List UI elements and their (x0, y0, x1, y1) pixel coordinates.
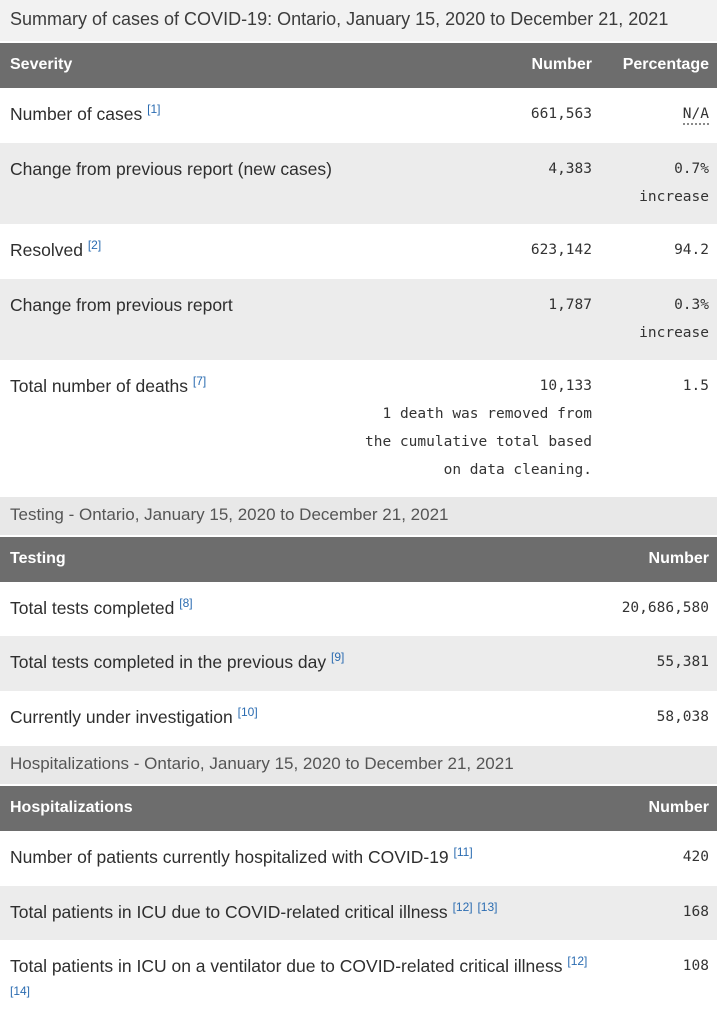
table-row: Number of cases [1] 661,563 N/A (0, 88, 717, 143)
col-header-number: Number (648, 549, 709, 567)
footnote-ref-7[interactable]: [7] (192, 373, 207, 388)
row-label: Change from previous report (0, 279, 345, 360)
hospitalizations-table: Hospitalizations Number Number of patien… (0, 785, 717, 1025)
table-row: Change from previous report 1,787 0.3% inc… (0, 278, 717, 360)
col-header-hospitalizations: Hospitalizations (10, 798, 133, 816)
page-title: Summary of cases of COVID-19: Ontario, J… (0, 0, 717, 41)
table-row: Total tests completed in the previous da… (0, 636, 717, 691)
footnote-ref-14[interactable]: [14] (10, 984, 31, 999)
testing-table-body: Total tests completed [8] 20,686,580 Total… (0, 581, 717, 746)
number-text: 1,787 (548, 296, 592, 313)
number-text: 108 (682, 958, 709, 975)
number-text: 55,381 (656, 654, 709, 671)
row-label-text: Total tests completed (10, 597, 175, 618)
row-label-text: Total number of deaths (10, 375, 189, 396)
footnote-ref-11[interactable]: [11] (453, 844, 473, 859)
footnote-ref-10[interactable]: [10] (237, 705, 258, 720)
table-row: Number of patients currently hospitalize… (0, 830, 717, 886)
table-row: Currently under investigation [10] 58,038 (0, 691, 717, 746)
number-value: 661,563 (345, 88, 600, 143)
severity-table: Severity Number Percentage Number of cas… (0, 43, 717, 497)
row-label: Currently under investigation [10] (0, 691, 600, 746)
hospitalizations-table-header-row: Hospitalizations Number (0, 785, 717, 831)
footnote-ref-8[interactable]: [8] (179, 595, 193, 610)
col-header-percentage: Percentage (622, 56, 709, 73)
percentage-value: 0.7% increase (639, 160, 709, 205)
row-label: Number of cases [1] (0, 88, 345, 143)
testing-table-header-row: Testing Number (0, 536, 717, 582)
row-label: Resolved [2] (0, 224, 345, 279)
number-value: 420 (600, 831, 717, 886)
number-value: 4,383 (345, 143, 600, 224)
table-row: Total tests completed [8] 20,686,580 (0, 581, 717, 637)
row-label-text: Number of patients currently hospitalize… (10, 846, 449, 867)
percentage-value: 94.2 (674, 241, 709, 258)
row-label: Total number of deaths [7] (0, 360, 345, 497)
number-text: 168 (682, 903, 709, 920)
number-text: 4,383 (548, 160, 592, 177)
number-text: 20,686,580 (621, 599, 709, 616)
number-value: 58,038 (600, 691, 717, 746)
number-value: 10,133 1 death was removed from the cumul… (345, 360, 600, 497)
row-label: Total tests completed [8] (0, 582, 600, 637)
percentage-value: 0.3% increase (639, 296, 709, 341)
table-row: Resolved [2] 623,142 94.2 (0, 223, 717, 279)
severity-table-body: Number of cases [1] 661,563 N/A Change from… (0, 88, 717, 497)
row-label: Total tests completed in the previous da… (0, 636, 600, 691)
percentage-value: 1.5 (682, 377, 709, 394)
col-header-number: Number (648, 798, 709, 816)
section-heading-testing: Testing - Ontario, January 15, 2020 to D… (0, 496, 717, 535)
row-label-text: Total patients in ICU on a ventilator du… (10, 956, 563, 977)
number-footnote-text: 1 death was removed from the cumulative … (365, 405, 592, 478)
number-value: 20,686,580 (600, 582, 717, 637)
number-text: 623,142 (530, 241, 592, 258)
row-label-text: Currently under investigation (10, 707, 233, 727)
number-value: 108 (600, 940, 717, 1025)
footnote-ref-9[interactable]: [9] (331, 650, 345, 665)
footnote-ref-13[interactable]: [13] (477, 899, 498, 914)
table-row: Total patients in ICU due to COVID-relat… (0, 885, 717, 941)
number-text: 661,563 (530, 106, 592, 122)
footnote-ref-2[interactable]: [2] (87, 237, 102, 252)
footnote-ref-12[interactable]: [12] (567, 954, 588, 969)
col-header-severity: Severity (10, 56, 73, 73)
row-label-text: Total tests completed in the previous da… (10, 652, 327, 673)
row-label-text: Change from previous report (10, 294, 233, 315)
row-label-text: Resolved (10, 239, 83, 260)
col-header-testing: Testing (10, 549, 66, 567)
footnote-ref-12[interactable]: [12] (452, 899, 473, 914)
footnote-ref-1[interactable]: [1] (147, 102, 161, 117)
table-row: Change from previous report (new cases) 4… (0, 142, 717, 224)
not-applicable-abbr: N/A (682, 106, 709, 125)
table-row: Total number of deaths [7] 10,133 1 death … (0, 359, 717, 497)
percentage-value: N/A (600, 88, 717, 143)
number-text: 58,038 (656, 709, 709, 725)
hospitalizations-table-body: Number of patients currently hospitalize… (0, 830, 717, 1025)
number-value: 623,142 (345, 224, 600, 279)
number-value: 168 (600, 886, 717, 941)
row-label: Change from previous report (new cases) (0, 143, 345, 224)
row-label: Number of patients currently hospitalize… (0, 831, 600, 886)
table-row: Total patients in ICU on a ventilator du… (0, 940, 717, 1025)
row-label: Total patients in ICU due to COVID-relat… (0, 886, 600, 941)
row-label-text: Number of cases (10, 104, 143, 124)
row-label: Total patients in ICU on a ventilator du… (0, 940, 600, 1025)
row-label-text: Change from previous report (new cases) (10, 158, 332, 179)
col-header-number: Number (531, 56, 592, 73)
number-value: 1,787 (345, 279, 600, 360)
testing-table: Testing Number Total tests completed [8]… (0, 536, 717, 746)
section-heading-hospitalizations: Hospitalizations - Ontario, January 15, … (0, 745, 717, 784)
number-text: 420 (682, 848, 709, 865)
number-value: 55,381 (600, 636, 717, 691)
row-label-text: Total patients in ICU due to COVID-relat… (10, 901, 448, 922)
number-text: 10,133 (539, 377, 592, 394)
severity-table-header-row: Severity Number Percentage (0, 43, 717, 88)
